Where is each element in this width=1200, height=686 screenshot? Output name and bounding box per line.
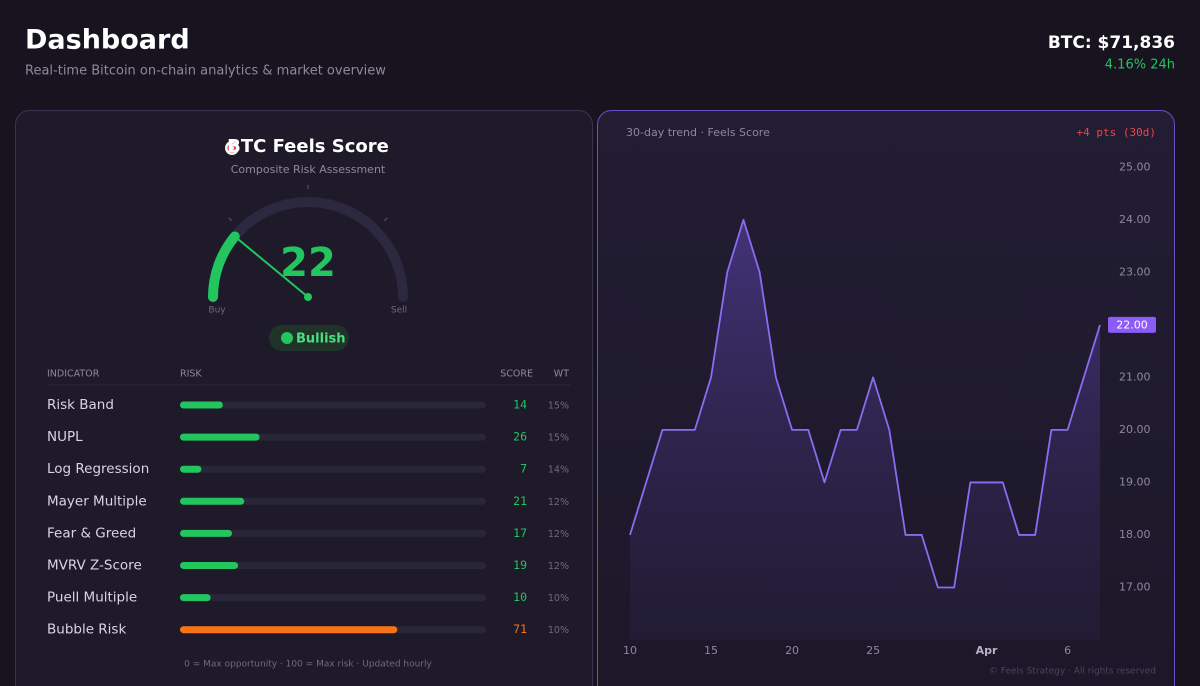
indicator-weight: 12% [548, 529, 569, 540]
score-value: 22 [280, 240, 336, 286]
page-subtitle: Real-time Bitcoin on-chain analytics & m… [25, 64, 386, 79]
y-tick-label: 21.00 [1119, 370, 1151, 383]
trend-area [630, 219, 1100, 640]
risk-bar [180, 529, 233, 537]
indicator-name: Mayer Multiple [47, 493, 147, 509]
page-title: Dashboard [25, 25, 190, 56]
gauge-low-label: Buy [208, 306, 226, 316]
indicator-name: Log Regression [47, 461, 149, 477]
risk-track [180, 594, 486, 602]
gauge-needle [234, 235, 309, 298]
risk-bar [180, 465, 202, 473]
target-icon [225, 141, 239, 155]
indicator-weight: 15% [548, 433, 569, 444]
current-value-box [1108, 316, 1156, 333]
indicator-name: Bubble Risk [47, 622, 126, 638]
risk-bar [180, 497, 245, 505]
table-footnote: 0 = Max opportunity · 100 = Max risk · U… [184, 660, 432, 670]
score-panel [15, 110, 593, 686]
indicator-name: Puell Multiple [47, 590, 137, 606]
gauge-tick [383, 217, 388, 222]
y-tick-label: 18.00 [1119, 528, 1151, 541]
trend-line [629, 218, 1101, 589]
gauge-hub [304, 293, 312, 301]
gauge-tick [228, 217, 233, 222]
gauge-arc [208, 231, 240, 302]
indicator-name: Risk Band [47, 397, 114, 413]
column-header: INDICATOR [47, 369, 100, 380]
risk-bar [180, 562, 239, 569]
indicator-score: 19 [513, 558, 527, 572]
indicator-weight: 12% [548, 561, 569, 572]
x-tick-label: 6 [1064, 644, 1071, 657]
y-tick-label: 20.00 [1119, 423, 1151, 436]
column-header: RISK [180, 369, 202, 380]
btc-price: BTC: $71,836 [1048, 33, 1175, 53]
column-header: SCORE [500, 369, 533, 380]
risk-bar [180, 401, 223, 409]
y-tick-label: 24.00 [1119, 213, 1151, 226]
y-tick-label: 23.00 [1119, 265, 1151, 278]
current-value-label: 22.00 [1116, 318, 1148, 331]
indicator-score: 21 [513, 494, 527, 508]
indicator-score: 7 [520, 462, 527, 476]
risk-bar [180, 626, 398, 634]
indicator-weight: 10% [548, 625, 569, 636]
risk-track [180, 401, 486, 409]
y-tick-label: 25.00 [1119, 160, 1151, 173]
x-tick-label: 25 [866, 644, 880, 657]
btc-change: 4.16% 24h [1105, 58, 1175, 73]
indicator-score: 71 [513, 622, 527, 636]
column-header: WT [554, 369, 569, 380]
gauge-high-label: Sell [391, 306, 407, 316]
score-title: BTC Feels Score [227, 136, 389, 157]
chart-footer: © Feels Strategy · All rights reserved [989, 667, 1156, 677]
indicator-score: 14 [513, 398, 527, 412]
indicator-weight: 10% [548, 593, 569, 604]
indicator-weight: 14% [548, 465, 569, 476]
indicator-score: 10 [513, 590, 527, 604]
indicator-name: Fear & Greed [47, 525, 136, 541]
y-tick-label: 17.00 [1119, 580, 1151, 593]
score-subtitle: Composite Risk Assessment [231, 163, 386, 176]
risk-track [180, 529, 486, 537]
indicator-name: MVRV Z-Score [47, 558, 142, 574]
chart-annotation: +4 pts (30d) [1077, 126, 1156, 139]
indicator-score: 26 [513, 430, 527, 444]
x-tick-label: Apr [976, 644, 998, 657]
status-pill [269, 325, 349, 351]
indicator-name: NUPL [47, 429, 83, 445]
x-tick-label: 20 [785, 644, 799, 657]
x-tick-label: 10 [623, 644, 637, 657]
risk-track [180, 497, 486, 505]
indicator-score: 17 [513, 526, 527, 540]
y-tick-label: 19.00 [1119, 475, 1151, 488]
chart-title: 30-day trend · Feels Score [626, 126, 770, 139]
status-dot [281, 332, 293, 344]
indicator-weight: 15% [548, 401, 569, 412]
x-tick-label: 15 [704, 644, 718, 657]
risk-bar [180, 433, 260, 441]
risk-track [180, 465, 486, 473]
indicator-weight: 12% [548, 497, 569, 508]
risk-track [180, 562, 486, 569]
status-text: Bullish [296, 332, 346, 347]
risk-bar [180, 594, 211, 602]
